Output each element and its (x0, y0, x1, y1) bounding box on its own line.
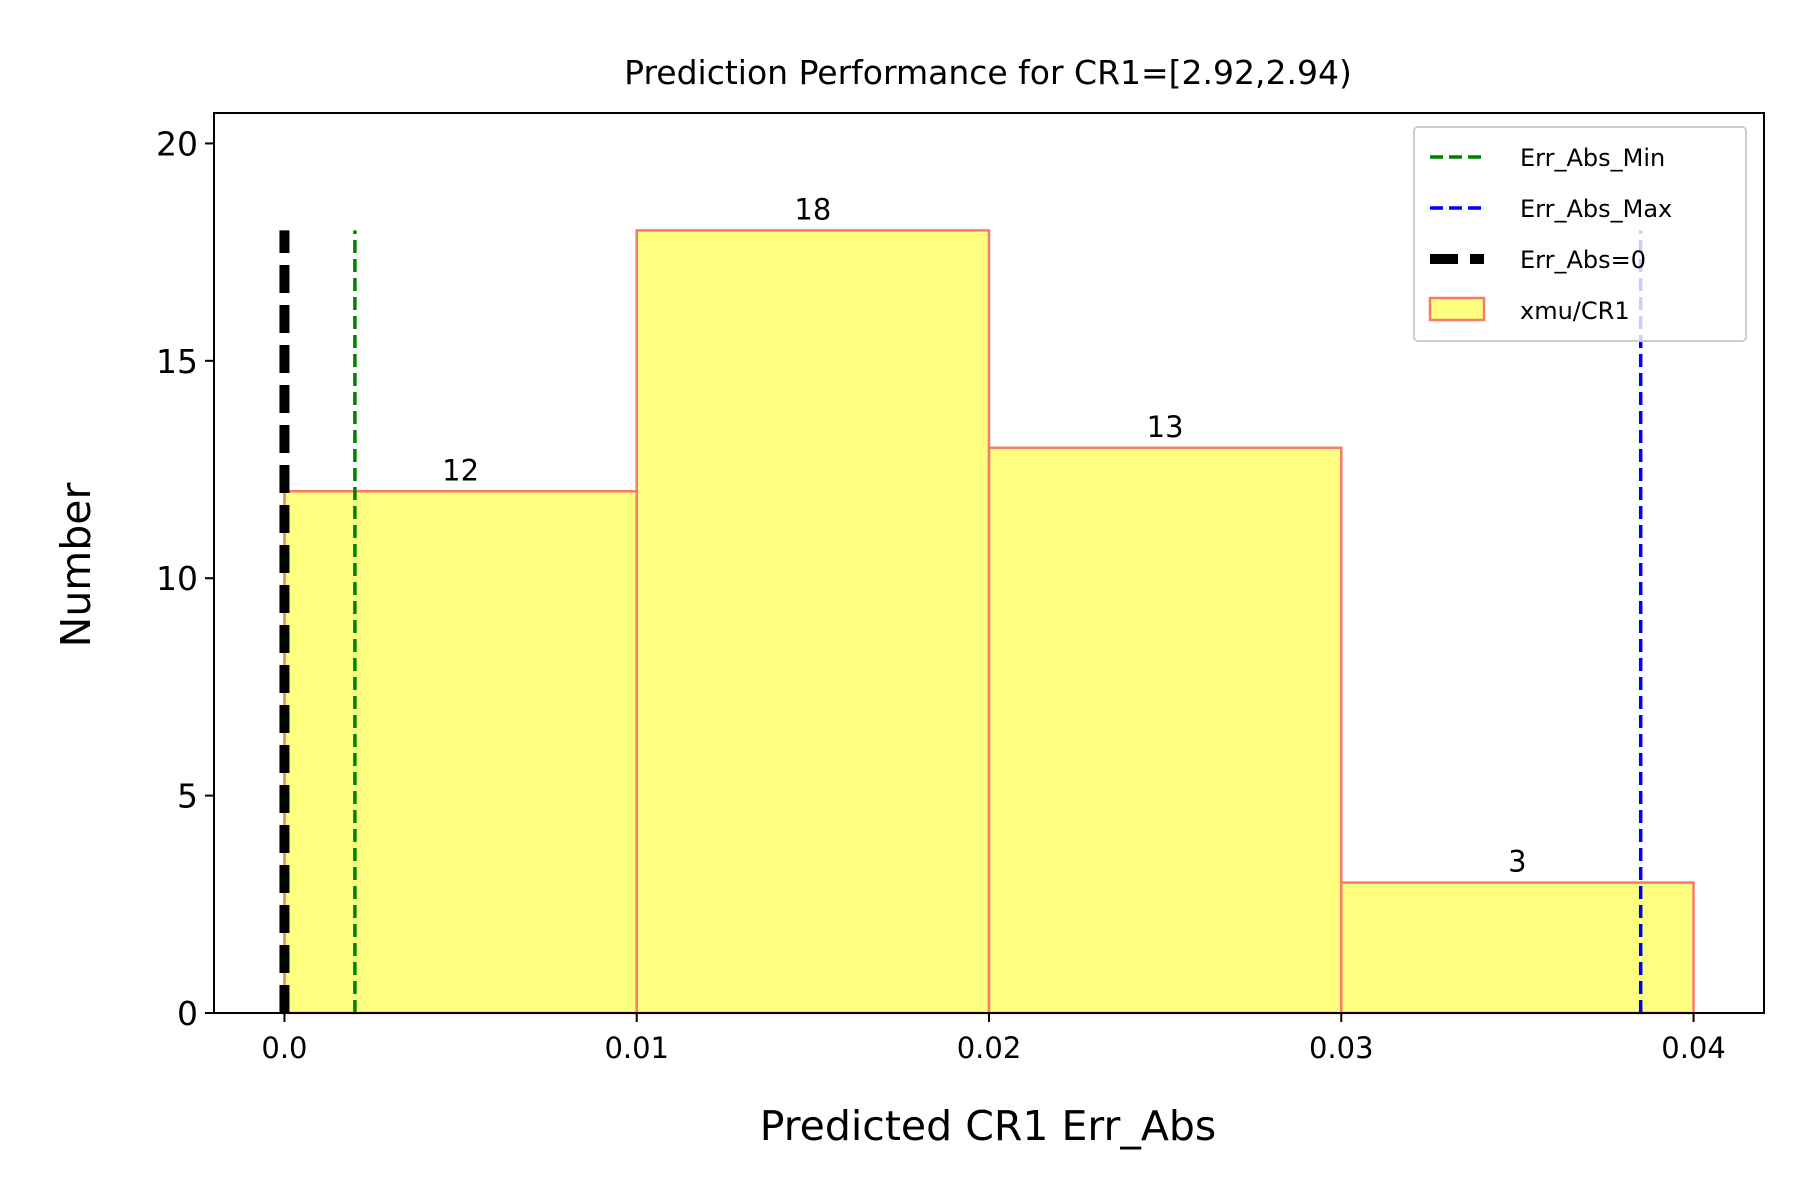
x-tick-label-2: 0.02 (957, 1031, 1022, 1065)
bar-value-label-3: 3 (1508, 845, 1526, 879)
legend-swatch-3 (1428, 296, 1486, 322)
histogram-bar-2 (987, 446, 1343, 1015)
x-tick-label-4: 0.04 (1661, 1031, 1726, 1065)
legend-label-2: Err_Abs=0 (1520, 246, 1646, 274)
x-tick-label-0: 0.0 (261, 1031, 307, 1065)
y-tick-label-3: 15 (156, 342, 198, 381)
legend-box (1413, 126, 1747, 342)
x-tick-label-1: 0.01 (604, 1031, 669, 1065)
bar-value-label-1: 18 (794, 192, 831, 226)
y-axis-label: Number (52, 483, 100, 648)
x-axis-label: Predicted CR1 Err_Abs (760, 1102, 1217, 1150)
plot-area: 12 18 13 3 0.0 0.01 0.02 0.03 0.04 0 5 10 15 20 (156, 112, 1765, 1065)
y-tick-label-4: 20 (156, 124, 198, 163)
y-tick-label-0: 0 (177, 994, 198, 1033)
legend: Err_Abs_Min Err_Abs_Max Err_Abs=0 xmu/CR1 (1413, 126, 1747, 342)
histogram-bar-3 (1340, 881, 1695, 1015)
y-tick-label-2: 10 (156, 559, 198, 598)
y-tick-label-1: 5 (177, 777, 198, 816)
legend-label-3: xmu/CR1 (1520, 297, 1630, 325)
histogram-bar-1 (635, 229, 991, 1015)
legend-label-0: Err_Abs_Min (1520, 144, 1665, 172)
legend-label-1: Err_Abs_Max (1520, 195, 1672, 223)
histogram-bar-0 (283, 490, 638, 1015)
bar-value-label-0: 12 (442, 453, 479, 487)
bar-value-label-2: 13 (1147, 410, 1184, 444)
chart-title: Prediction Performance for CR1=[2.92,2.9… (624, 53, 1352, 92)
x-tick-label-3: 0.03 (1309, 1031, 1374, 1065)
